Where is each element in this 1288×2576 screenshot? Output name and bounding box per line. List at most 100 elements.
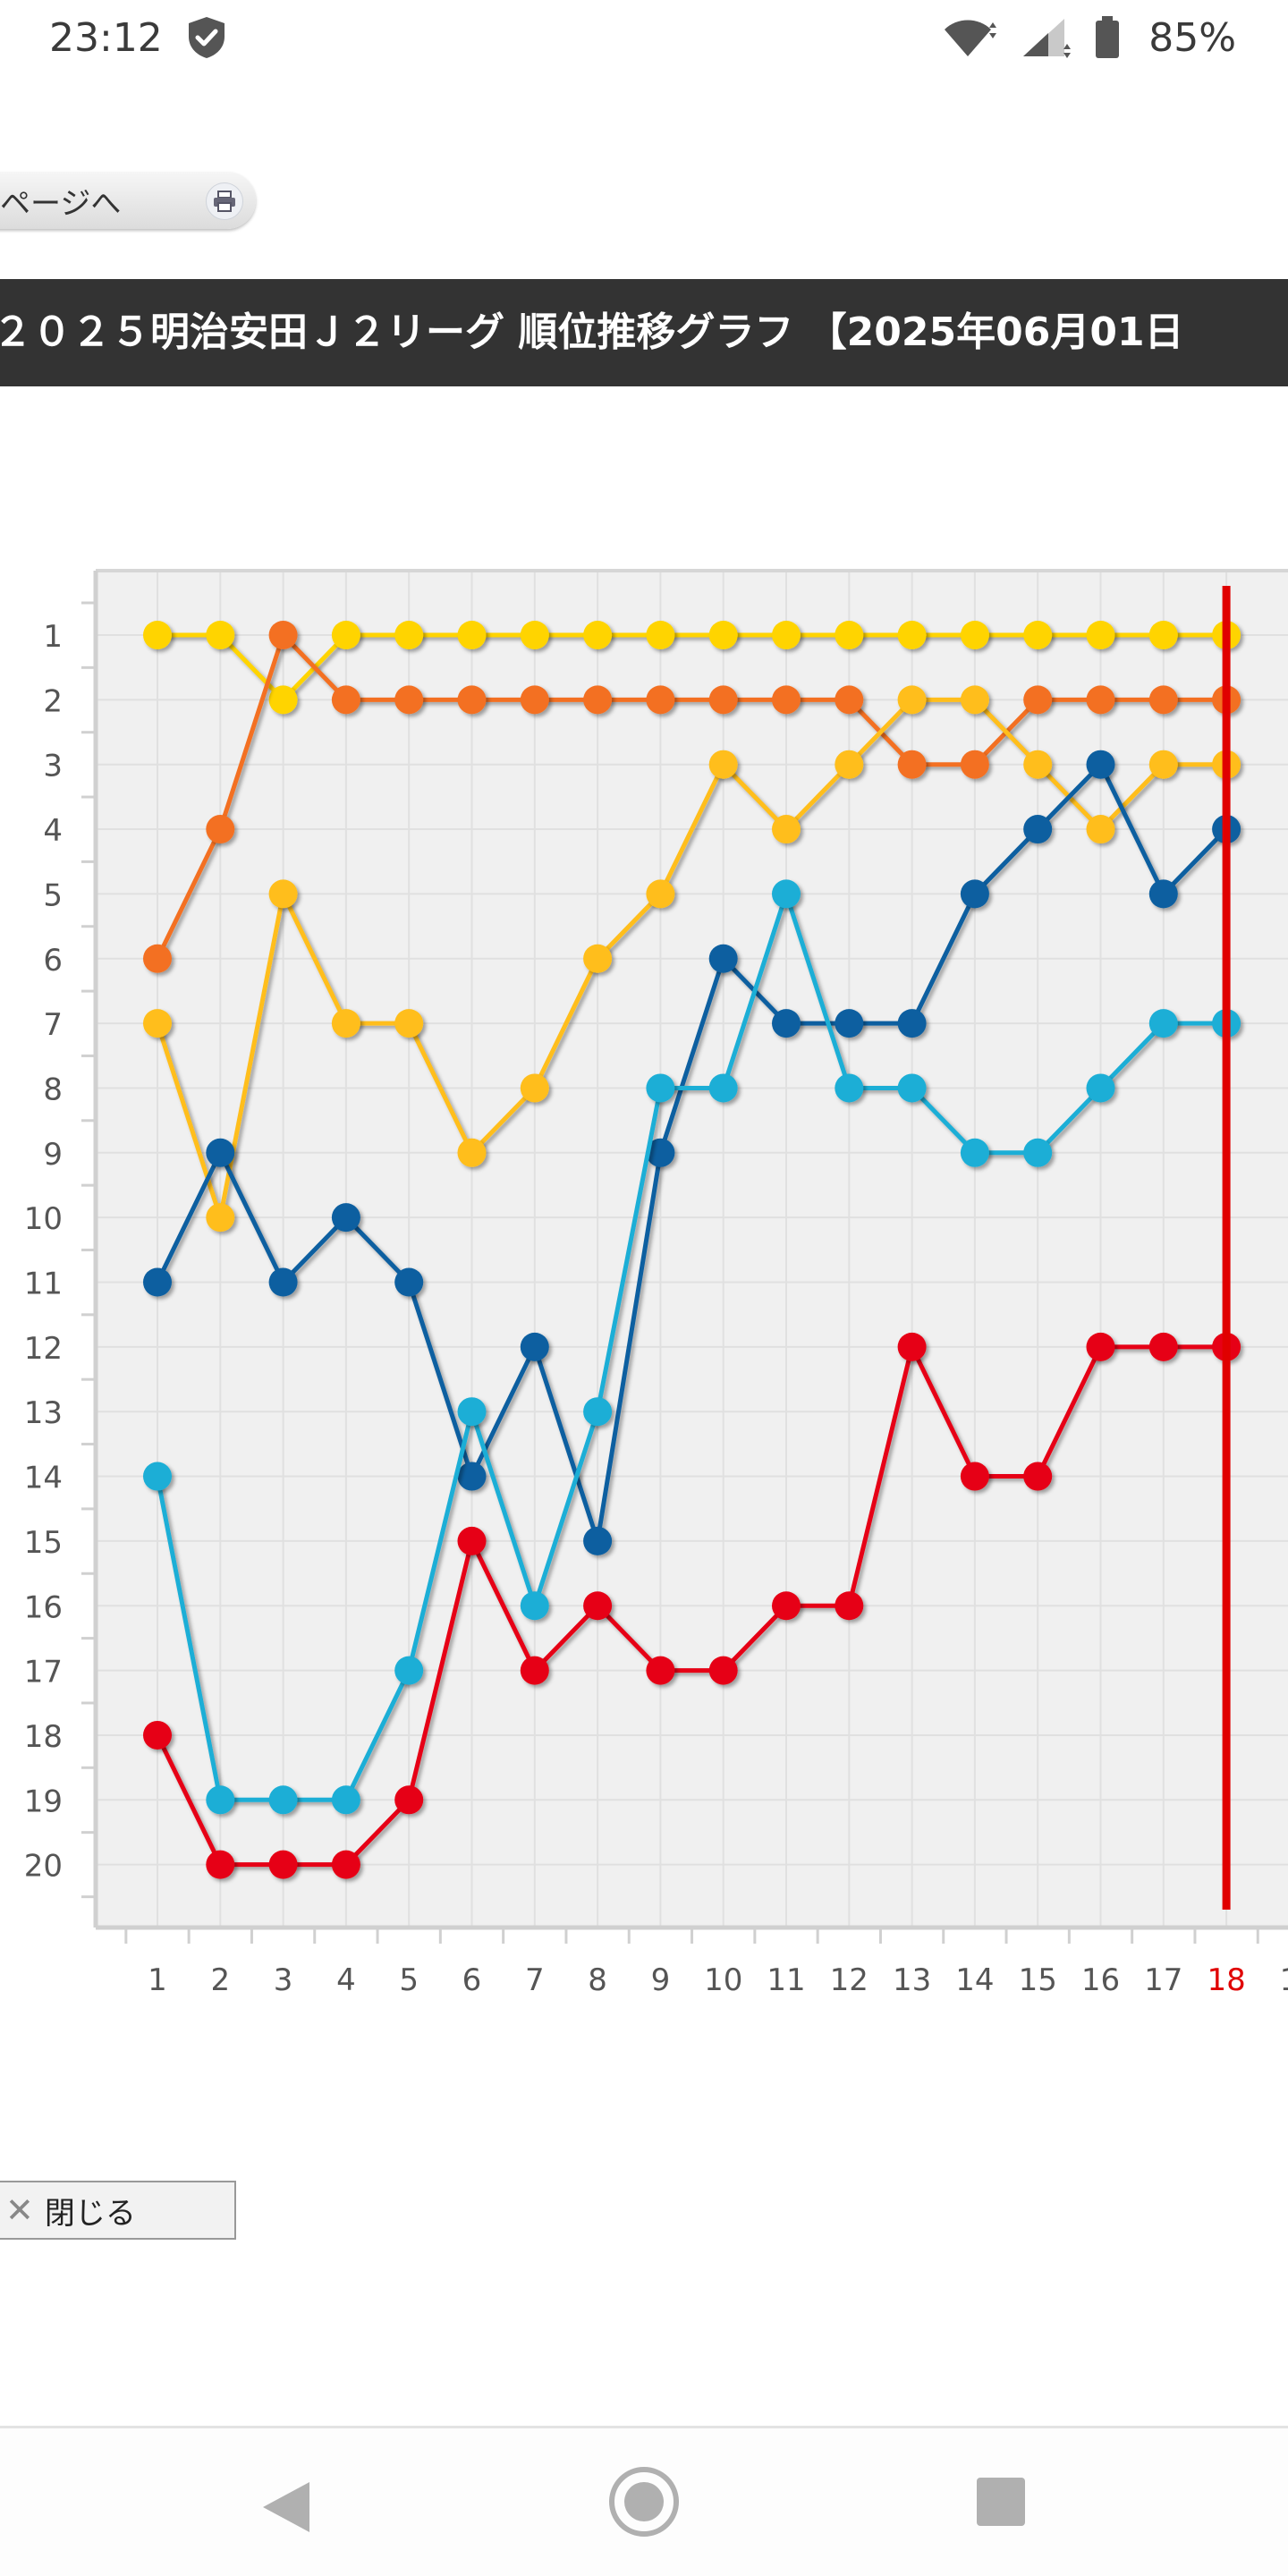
data-point (1149, 879, 1178, 908)
x-tick-label: 14 (955, 1962, 994, 1998)
data-point (898, 621, 927, 649)
data-point (458, 1139, 487, 1167)
data-point (332, 1851, 360, 1879)
y-tick-label: 15 (24, 1525, 63, 1561)
data-point (394, 621, 423, 649)
print-page-button[interactable]: ページへ (0, 172, 256, 229)
data-point (521, 1333, 549, 1361)
y-tick-label: 16 (24, 1589, 63, 1625)
x-tick-label: 18 (1207, 1962, 1245, 1998)
data-point (709, 1073, 738, 1102)
x-tick-label: 12 (830, 1962, 869, 1998)
data-point (772, 879, 801, 908)
data-point (269, 621, 298, 649)
home-icon[interactable] (608, 2466, 680, 2538)
y-tick-label: 11 (24, 1267, 63, 1302)
x-tick-label: 17 (1144, 1962, 1182, 1998)
data-point (458, 685, 487, 714)
data-point (269, 1851, 298, 1879)
data-point (583, 945, 612, 973)
y-tick-label: 13 (24, 1395, 63, 1431)
data-point (646, 621, 674, 649)
data-point (1149, 1333, 1178, 1361)
data-point (269, 1268, 298, 1297)
close-button[interactable]: ✕ 閉じる (0, 2181, 236, 2240)
data-point (458, 1462, 487, 1491)
data-point (772, 1591, 801, 1620)
data-point (709, 1657, 738, 1685)
data-point (1087, 815, 1115, 843)
data-point (772, 621, 801, 649)
x-tick-label: 4 (336, 1962, 356, 1998)
data-point (835, 1073, 863, 1102)
data-point (1149, 1009, 1178, 1038)
x-tick-label: 1 (148, 1962, 167, 1998)
data-point (583, 621, 612, 649)
data-point (835, 685, 863, 714)
data-point (458, 1527, 487, 1555)
data-point (835, 750, 863, 779)
data-point (394, 1268, 423, 1297)
status-right: 85% (943, 15, 1236, 61)
y-tick-label: 5 (43, 877, 63, 913)
data-point (1087, 685, 1115, 714)
data-point (961, 1139, 989, 1167)
data-point (332, 685, 360, 714)
data-point (521, 1657, 549, 1685)
shield-icon (186, 15, 227, 60)
data-point (1023, 621, 1052, 649)
back-icon[interactable] (259, 2479, 313, 2536)
x-tick-label: 3 (274, 1962, 293, 1998)
data-point (269, 1785, 298, 1814)
data-point (1023, 815, 1052, 843)
data-point (772, 1009, 801, 1038)
data-point (394, 1009, 423, 1038)
data-point (521, 621, 549, 649)
data-point (961, 750, 989, 779)
data-point (646, 685, 674, 714)
data-point (898, 1009, 927, 1038)
data-point (961, 879, 989, 908)
data-point (961, 1462, 989, 1491)
y-tick-label: 1 (43, 619, 63, 655)
x-tick-label: 13 (893, 1962, 931, 1998)
status-left: 23:12 (49, 15, 227, 61)
data-point (143, 621, 172, 649)
recent-apps-icon[interactable] (977, 2478, 1025, 2526)
data-point (772, 815, 801, 843)
data-point (394, 1785, 423, 1814)
data-point (646, 879, 674, 908)
printer-icon (206, 182, 243, 220)
data-point (521, 1073, 549, 1102)
y-tick-label: 4 (43, 813, 63, 849)
x-tick-label: 1 (1280, 1962, 1288, 1998)
close-icon: ✕ (5, 2193, 34, 2227)
data-point (1087, 621, 1115, 649)
data-point (332, 1785, 360, 1814)
data-point (646, 1073, 674, 1102)
y-tick-label: 20 (24, 1849, 63, 1885)
data-point (1087, 1333, 1115, 1361)
data-point (709, 945, 738, 973)
data-point (961, 621, 989, 649)
x-tick-label: 2 (210, 1962, 230, 1998)
data-point (709, 685, 738, 714)
y-tick-label: 8 (43, 1072, 63, 1107)
data-point (143, 1268, 172, 1297)
y-tick-label: 19 (24, 1784, 63, 1819)
data-point (1087, 1073, 1115, 1102)
data-point (206, 621, 234, 649)
x-tick-label: 7 (525, 1962, 545, 1998)
y-tick-label: 17 (24, 1655, 63, 1690)
signal-icon (1021, 17, 1072, 58)
data-point (394, 1657, 423, 1685)
data-point (1023, 685, 1052, 714)
data-point (835, 621, 863, 649)
status-bar: 23:12 85% (0, 0, 1288, 75)
y-tick-label: 2 (43, 683, 63, 719)
data-point (332, 1009, 360, 1038)
navigation-bar (0, 2428, 1288, 2576)
data-point (898, 750, 927, 779)
data-point (269, 685, 298, 714)
